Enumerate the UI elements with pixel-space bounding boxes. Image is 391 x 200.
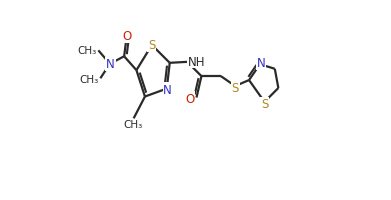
Text: S: S — [261, 98, 268, 111]
Text: S: S — [148, 39, 156, 52]
Text: S: S — [231, 81, 239, 94]
Text: NH: NH — [188, 55, 206, 68]
Text: O: O — [185, 93, 194, 105]
Text: N: N — [256, 57, 265, 70]
Text: O: O — [122, 30, 131, 43]
Text: CH₃: CH₃ — [79, 75, 99, 84]
Text: CH₃: CH₃ — [123, 120, 142, 130]
Text: N: N — [106, 58, 115, 71]
Text: CH₃: CH₃ — [77, 46, 97, 55]
Text: N: N — [163, 84, 172, 97]
